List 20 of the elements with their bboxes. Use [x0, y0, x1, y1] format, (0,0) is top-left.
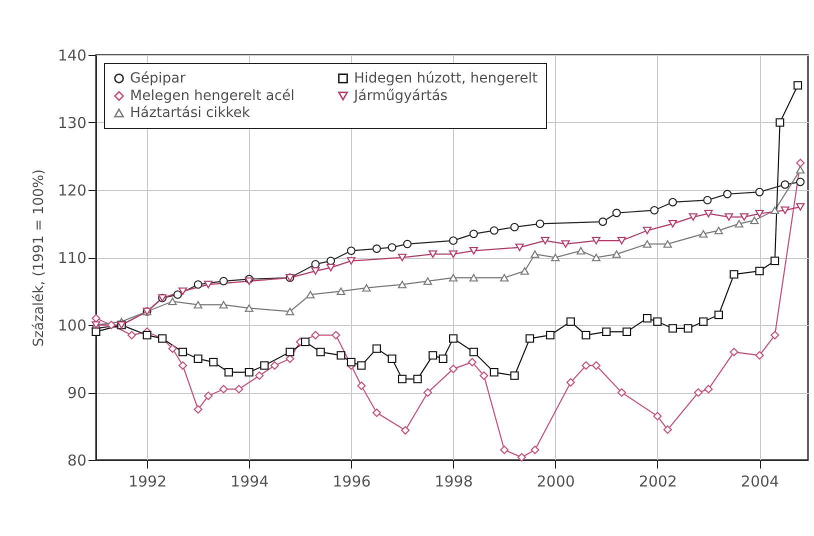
y-tick-label: 90: [67, 384, 86, 402]
y-tick-label: 140: [58, 46, 86, 64]
legend-label: Járműgyártás: [353, 88, 448, 104]
x-tick-label: 1998: [434, 472, 473, 490]
legend-label: Gépipar: [130, 70, 186, 86]
y-tick-label: 120: [58, 182, 86, 200]
x-tick-label: 2004: [740, 472, 780, 490]
y-tick-label: 130: [58, 114, 86, 132]
legend-label: Melegen hengerelt acél: [130, 88, 295, 104]
y-tick-label: 110: [58, 249, 86, 267]
x-tick-label: 1992: [128, 472, 167, 490]
legend-label: Háztartási cikkek: [130, 105, 251, 121]
x-tick-label: 2002: [638, 472, 678, 490]
legend-label: Hidegen húzott, hengerelt: [354, 70, 538, 86]
y-tick-label: 100: [58, 316, 86, 334]
y-tick-label: 80: [67, 452, 86, 470]
x-tick-label: 1994: [230, 472, 269, 490]
x-tick-label: 2000: [536, 472, 575, 490]
y-axis-title: Százalék, (1991 = 100%): [30, 169, 47, 347]
x-tick-label: 1996: [332, 472, 371, 490]
